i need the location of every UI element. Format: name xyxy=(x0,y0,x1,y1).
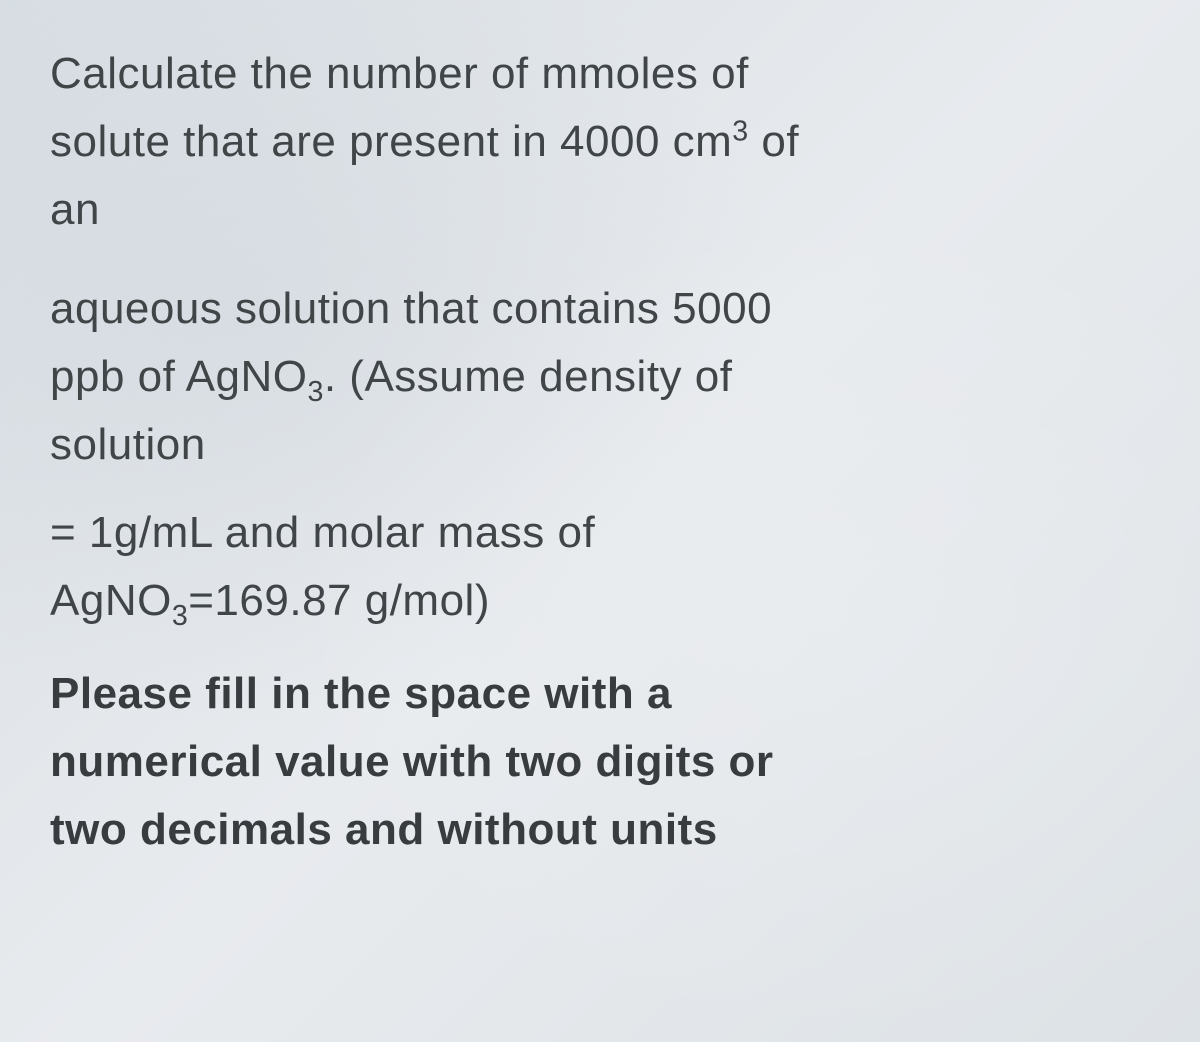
question-line-7: = 1g/mL and molar mass of xyxy=(50,499,1150,567)
line2-post: of xyxy=(749,117,799,166)
question-line-6: solution xyxy=(50,411,1150,479)
agno3-subscript-2: 3 xyxy=(172,600,188,632)
question-line-3: an xyxy=(50,176,1150,244)
instruction-line-3: two decimals and without units xyxy=(50,796,1150,864)
line8-pre: AgNO xyxy=(50,576,172,625)
line2-pre: solute that are present in 4000 cm xyxy=(50,117,732,166)
line5-post: . (Assume density of xyxy=(324,352,733,401)
question-line-5: ppb of AgNO3. (Assume density of xyxy=(50,343,1150,411)
instruction-line-2: numerical value with two digits or xyxy=(50,728,1150,796)
line8-post: =169.87 g/mol) xyxy=(188,576,490,625)
question-line-2: solute that are present in 4000 cm3 of xyxy=(50,108,1150,176)
cm-cubed-superscript: 3 xyxy=(732,116,748,148)
question-content: Calculate the number of mmoles of solute… xyxy=(50,40,1150,864)
question-line-8: AgNO3=169.87 g/mol) xyxy=(50,567,1150,635)
question-line-1: Calculate the number of mmoles of xyxy=(50,40,1150,108)
question-line-4: aqueous solution that contains 5000 xyxy=(50,275,1150,343)
line5-pre: ppb of AgNO xyxy=(50,352,307,401)
agno3-subscript-1: 3 xyxy=(307,376,323,408)
instruction-line-1: Please fill in the space with a xyxy=(50,660,1150,728)
